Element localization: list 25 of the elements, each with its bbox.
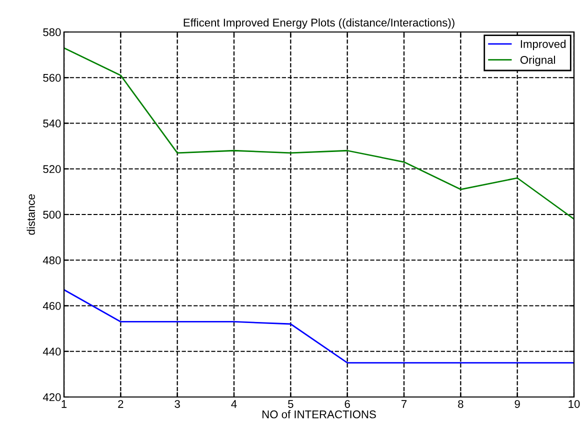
y-tick-label: 500 [43, 210, 61, 219]
x-tick-label: 4 [231, 400, 237, 408]
y-tick-label: 560 [43, 74, 61, 82]
y-tick-label: 480 [42, 256, 61, 264]
legend-label: Orignal [520, 56, 555, 66]
x-tick-label: 2 [118, 400, 124, 408]
y-tick-label: 520 [43, 165, 61, 174]
line-series [64, 289, 574, 364]
y-tick-label: 420 [42, 393, 61, 402]
legend-label: Improved [520, 40, 566, 50]
y-tick-label: 440 [42, 348, 61, 356]
chart-title: Efficent Improved Energy Plots ((distance/Interactions)) [184, 18, 454, 29]
y-tick-label: 580 [43, 28, 61, 36]
x-tick-label: 6 [344, 400, 350, 408]
y-tick-label: 460 [42, 302, 61, 310]
x-tick-label: 10 [568, 400, 580, 408]
x-axis-title: NO of INTERACTIONS [262, 410, 376, 418]
x-tick-label: 7 [401, 400, 407, 408]
y-axis-title: distance [26, 194, 35, 235]
x-tick-label: 5 [288, 400, 294, 408]
x-tick-label: 8 [458, 400, 464, 408]
x-tick-label: 3 [174, 400, 180, 408]
x-tick-label: 9 [514, 400, 520, 408]
x-tick-label: 1 [62, 400, 67, 408]
y-tick-label: 540 [43, 120, 61, 128]
